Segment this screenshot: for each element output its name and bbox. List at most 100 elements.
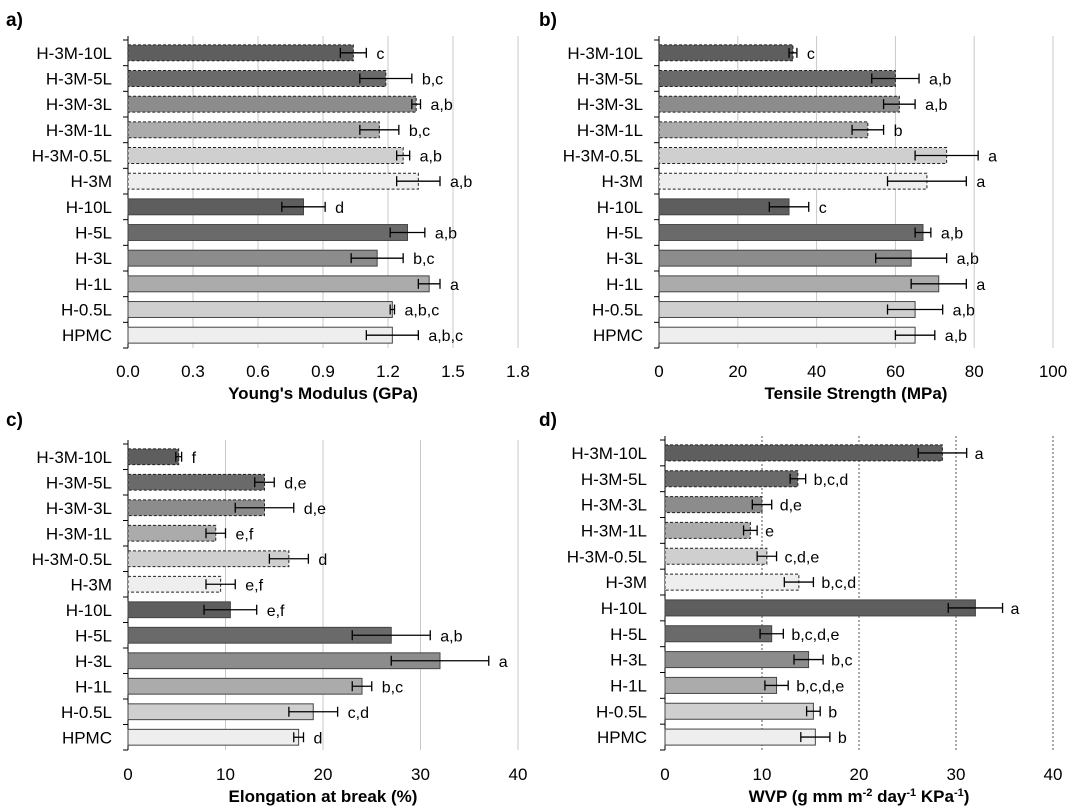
x-tick-label: 40 bbox=[1044, 765, 1063, 784]
category-label: H-0.5L bbox=[592, 301, 643, 320]
significance-label: b,c bbox=[831, 653, 852, 670]
bar bbox=[664, 651, 810, 669]
panel-label: c) bbox=[6, 410, 23, 431]
bar bbox=[127, 550, 290, 568]
category-label: H-3M-0.5L bbox=[563, 147, 643, 166]
significance-label: e,f bbox=[245, 577, 263, 594]
x-tick-label: 0 bbox=[654, 362, 663, 381]
significance-label: c bbox=[807, 46, 815, 63]
category-label: H-3M bbox=[605, 573, 647, 592]
category-label: H-3M-1L bbox=[46, 524, 112, 543]
significance-label: a,b,c bbox=[405, 303, 440, 320]
significance-label: b,c bbox=[413, 251, 434, 268]
category-label: H-5L bbox=[75, 224, 112, 243]
x-tick-label: 30 bbox=[947, 765, 966, 784]
chart-svg-a: a) H-3M-10L c H-3M-5L b,c H-3M-3L a,b H-3M-1L b,… bbox=[6, 10, 530, 403]
chart-svg-c: c) H-3M-10L f H-3M-5L d,e H-3M-3L d,e H-3M-1L e,… bbox=[6, 410, 528, 806]
bar bbox=[127, 677, 363, 695]
x-tick-label: 0.0 bbox=[116, 362, 140, 381]
category-label: H-0.5L bbox=[61, 301, 112, 320]
bar bbox=[127, 95, 417, 113]
chart-panel-a: a) H-3M-10L c H-3M-5L b,c H-3M-3L a,b H-3M-1L b,… bbox=[0, 0, 534, 404]
panel-label: b) bbox=[539, 10, 557, 31]
category-label: H-3M bbox=[601, 172, 643, 191]
significance-label: b bbox=[828, 704, 837, 721]
category-label: H-3L bbox=[606, 249, 643, 268]
significance-label: d bbox=[318, 552, 327, 569]
x-tick-label: 40 bbox=[807, 362, 826, 381]
bar bbox=[127, 275, 430, 293]
x-axis-title: Young's Modulus (GPa) bbox=[228, 384, 418, 403]
category-label: H-3M bbox=[70, 172, 112, 191]
bar bbox=[658, 326, 916, 344]
significance-label: d,e bbox=[780, 498, 802, 515]
significance-label: a,b bbox=[925, 97, 947, 114]
significance-label: f bbox=[192, 450, 197, 467]
bar bbox=[658, 249, 912, 267]
bar bbox=[127, 70, 387, 87]
x-tick-label: 0.9 bbox=[311, 362, 335, 381]
significance-label: a bbox=[1011, 601, 1020, 618]
significance-label: b bbox=[894, 123, 903, 140]
x-tick-label: 10 bbox=[753, 765, 772, 784]
x-tick-label: 60 bbox=[886, 362, 905, 381]
category-label: H-5L bbox=[610, 625, 647, 644]
bar bbox=[664, 625, 773, 643]
x-tick-label: 100 bbox=[1039, 362, 1067, 381]
bar bbox=[127, 121, 380, 139]
significance-label: c,d bbox=[348, 705, 369, 722]
x-tick-label: 1.8 bbox=[506, 362, 530, 381]
x-axis-title: WVP (g mm m-2 day-1 KPa-1) bbox=[749, 787, 970, 806]
chart-svg-b: b) H-3M-10L c H-3M-5L a,b H-3M-3L a,b H-3M-1L b H… bbox=[539, 10, 1067, 403]
significance-label: a,b bbox=[953, 303, 975, 320]
significance-label: b,c bbox=[382, 679, 403, 696]
significance-label: a,b bbox=[450, 174, 472, 191]
significance-label: d,e bbox=[304, 501, 326, 518]
category-label: H-10L bbox=[601, 599, 647, 618]
x-tick-label: 20 bbox=[850, 765, 869, 784]
chart-svg-d: d) H-3M-10L a H-3M-5L b,c,d H-3M-3L d,e H-3M-1L… bbox=[539, 410, 1063, 806]
bar bbox=[127, 198, 304, 216]
bar bbox=[664, 444, 943, 462]
significance-label: a bbox=[976, 277, 985, 294]
significance-label: e,f bbox=[267, 603, 285, 620]
x-tick-label: 1.2 bbox=[376, 362, 400, 381]
bar bbox=[127, 224, 408, 241]
category-label: H-3M-1L bbox=[581, 521, 647, 540]
bar bbox=[127, 44, 354, 62]
significance-label: b,c,d bbox=[814, 472, 849, 489]
significance-label: d bbox=[314, 730, 323, 747]
category-label: H-3L bbox=[75, 652, 112, 671]
category-label: H-3M-1L bbox=[577, 121, 643, 140]
bar bbox=[127, 499, 265, 517]
category-label: H-1L bbox=[606, 275, 643, 294]
bar bbox=[127, 728, 300, 746]
bar bbox=[127, 301, 393, 318]
significance-label: b bbox=[838, 730, 847, 747]
category-label: H-3M-10L bbox=[36, 448, 112, 467]
bar bbox=[664, 547, 768, 565]
category-label: H-3M-3L bbox=[46, 499, 112, 518]
significance-label: a,b bbox=[440, 628, 462, 645]
category-label: H-0.5L bbox=[61, 703, 112, 722]
significance-label: e bbox=[765, 523, 774, 540]
significance-label: b,c,d,e bbox=[791, 627, 839, 644]
x-axis-title: Elongation at break (%) bbox=[229, 787, 418, 806]
significance-label: b,c bbox=[409, 123, 430, 140]
significance-label: c,d,e bbox=[785, 549, 820, 566]
x-axis-title: Tensile Strength (MPa) bbox=[765, 384, 948, 403]
category-label: H-1L bbox=[610, 676, 647, 695]
x-tick-label: 40 bbox=[509, 765, 528, 784]
significance-label: a bbox=[499, 654, 508, 671]
category-label: H-3M-10L bbox=[36, 44, 112, 63]
significance-label: d bbox=[335, 200, 344, 217]
panel-label: a) bbox=[6, 10, 23, 31]
bar bbox=[664, 599, 976, 617]
significance-label: a,b,c bbox=[428, 328, 463, 345]
x-tick-label: 0 bbox=[123, 765, 132, 784]
bar bbox=[127, 147, 404, 164]
significance-label: a,b bbox=[420, 149, 442, 166]
significance-label: a bbox=[976, 174, 985, 191]
significance-label: b,c,d bbox=[821, 575, 856, 592]
significance-label: c bbox=[376, 46, 384, 63]
